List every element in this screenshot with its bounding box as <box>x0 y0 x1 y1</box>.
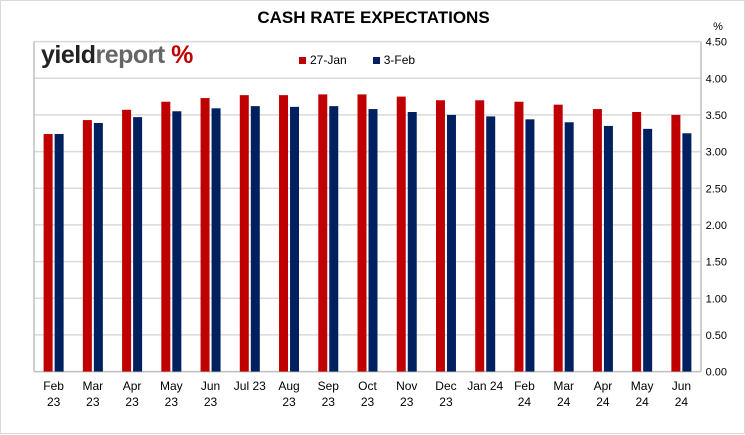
x-tick-label: Dec <box>435 379 456 393</box>
yieldreport-logo: yieldreport % <box>41 41 193 69</box>
x-tick-label: 23 <box>439 395 453 409</box>
x-tick-label: 23 <box>204 395 218 409</box>
bar-27-jan <box>553 104 563 372</box>
bar-27-jan <box>200 98 210 372</box>
bar-3-feb <box>329 106 339 372</box>
bar-3-feb <box>211 108 221 372</box>
x-tick-label: 23 <box>400 395 414 409</box>
x-tick-label: Feb <box>514 379 535 393</box>
y-tick-label: 3.50 <box>706 110 727 122</box>
x-tick-label: Sep <box>318 379 340 393</box>
y-tick-label: 0.50 <box>706 330 727 342</box>
x-tick-label: 23 <box>322 395 336 409</box>
legend: 27-Jan 3-Feb <box>299 53 415 67</box>
bar-27-jan <box>671 114 681 372</box>
x-tick-label: Aug <box>278 379 299 393</box>
bar-3-feb <box>250 106 260 372</box>
bar-27-jan <box>396 96 406 372</box>
x-tick-label: 23 <box>361 395 375 409</box>
y-tick-label: 0.00 <box>706 367 727 379</box>
bar-27-jan <box>435 100 445 372</box>
x-tick-label: 24 <box>675 395 689 409</box>
x-tick-label: 24 <box>635 395 649 409</box>
bar-27-jan <box>82 120 92 372</box>
legend-item-3-feb: 3-Feb <box>372 53 415 67</box>
bar-3-feb <box>603 125 613 372</box>
bar-3-feb <box>133 117 143 372</box>
bar-3-feb <box>172 111 182 372</box>
x-tick-label: 23 <box>125 395 139 409</box>
x-tick-label: Oct <box>358 379 377 393</box>
x-tick-label: Mar <box>553 379 574 393</box>
bar-3-feb <box>407 112 417 372</box>
bar-3-feb <box>564 122 574 372</box>
y-tick-label: 1.00 <box>706 293 727 305</box>
bar-27-jan <box>161 101 171 372</box>
bar-27-jan <box>592 109 602 372</box>
bar-3-feb <box>368 109 378 372</box>
y-tick-label: 4.00 <box>706 73 727 85</box>
y-tick-label: 1.50 <box>706 257 727 269</box>
legend-item-27-jan: 27-Jan <box>299 53 347 67</box>
y-tick-label: 2.00 <box>706 220 727 232</box>
legend-swatch <box>372 56 380 64</box>
x-tick-label: 24 <box>518 395 532 409</box>
x-tick-label: May <box>631 379 654 393</box>
chart-title: CASH RATE EXPECTATIONS <box>257 8 490 27</box>
bar-3-feb <box>93 123 103 372</box>
bar-3-feb <box>290 106 300 372</box>
x-tick-label: Nov <box>396 379 417 393</box>
bar-27-jan <box>514 101 524 372</box>
bar-27-jan <box>43 134 53 372</box>
x-tick-label: 23 <box>165 395 179 409</box>
bar-3-feb <box>486 116 496 372</box>
x-tick-label: 24 <box>596 395 610 409</box>
y-tick-label: 4.50 <box>706 37 727 49</box>
x-tick-label: 24 <box>557 395 571 409</box>
bar-27-jan <box>122 109 132 372</box>
y-axis-label: % <box>713 21 723 33</box>
x-tick-label: 23 <box>86 395 100 409</box>
bar-3-feb <box>54 134 64 372</box>
bar-27-jan <box>632 112 642 372</box>
bar-3-feb <box>643 128 653 372</box>
bar-3-feb <box>446 114 456 372</box>
x-tick-label: Jun <box>672 379 691 393</box>
x-tick-label: Mar <box>83 379 104 393</box>
bar-3-feb <box>682 133 692 372</box>
x-tick-label: May <box>160 379 183 393</box>
bar-27-jan <box>475 100 485 372</box>
x-tick-label: 23 <box>47 395 61 409</box>
x-tick-label: 23 <box>282 395 296 409</box>
bar-27-jan <box>318 94 328 372</box>
x-tick-label: Jan 24 <box>467 379 503 393</box>
y-tick-label: 2.50 <box>706 183 727 195</box>
y-tick-label: 3.00 <box>706 147 727 159</box>
bar-27-jan <box>357 94 367 372</box>
x-tick-label: Apr <box>594 379 613 393</box>
x-tick-label: Feb <box>43 379 64 393</box>
legend-swatch <box>299 56 306 64</box>
bar-3-feb <box>525 119 535 372</box>
bar-27-jan <box>239 95 249 372</box>
x-tick-label: Jul 23 <box>234 379 266 393</box>
x-tick-label: Jun <box>201 379 220 393</box>
x-tick-label: Apr <box>123 379 142 393</box>
bar-27-jan <box>279 95 289 372</box>
